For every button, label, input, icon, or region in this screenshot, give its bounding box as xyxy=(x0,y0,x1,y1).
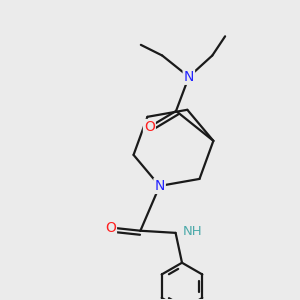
Text: N: N xyxy=(184,70,194,84)
Text: O: O xyxy=(144,120,155,134)
Text: N: N xyxy=(154,179,165,193)
Text: O: O xyxy=(105,220,116,235)
Text: NH: NH xyxy=(183,225,203,238)
